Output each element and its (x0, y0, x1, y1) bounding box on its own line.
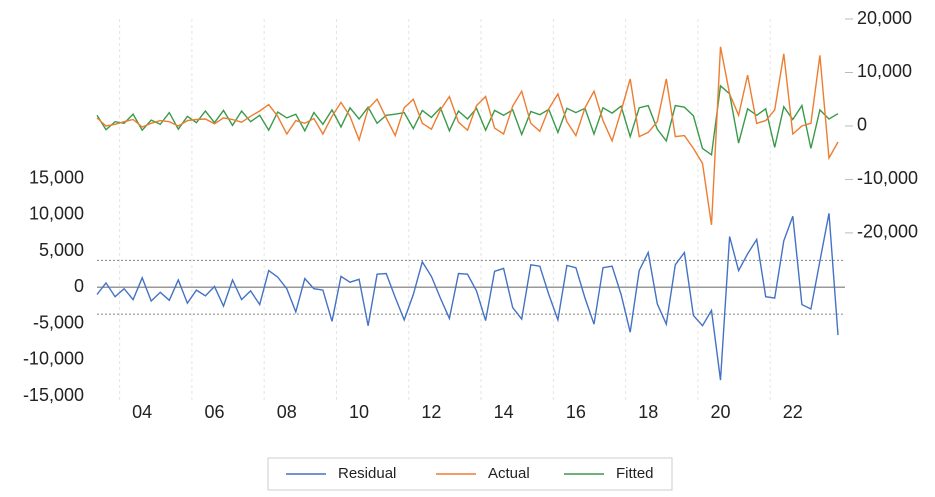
y-tick-label: 10,000 (29, 204, 84, 224)
y2-tick-label: -10,000 (857, 168, 918, 188)
y2-tick-label: 20,000 (857, 8, 912, 28)
y-tick-label: -5,000 (33, 312, 84, 332)
x-tick-label: 12 (421, 402, 441, 422)
x-tick-label: 20 (711, 402, 731, 422)
y-tick-label: 5,000 (39, 240, 84, 260)
x-tick-label: 22 (783, 402, 803, 422)
legend-label: Fitted (616, 465, 654, 482)
x-tick-label: 06 (204, 402, 224, 422)
x-tick-label: 16 (566, 402, 586, 422)
y2-tick-label: -20,000 (857, 222, 918, 242)
y-tick-label: -10,000 (23, 349, 84, 369)
series-line (96, 213, 839, 381)
series-line (96, 46, 839, 226)
legend-label: Residual (338, 465, 396, 482)
y2-tick-label: 10,000 (857, 61, 912, 81)
x-tick-label: 10 (349, 402, 369, 422)
series-line (96, 84, 839, 157)
legend-label: Actual (488, 465, 530, 482)
y-tick-label: 0 (74, 276, 84, 296)
x-tick-label: 08 (277, 402, 297, 422)
x-tick-label: 18 (638, 402, 658, 422)
y-tick-label: -15,000 (23, 385, 84, 405)
x-tick-label: 04 (132, 402, 152, 422)
y2-tick-label: 0 (857, 115, 867, 135)
y-tick-label: 15,000 (29, 167, 84, 187)
x-tick-label: 14 (494, 402, 514, 422)
legend: Residual Actual Fitted (267, 457, 673, 491)
